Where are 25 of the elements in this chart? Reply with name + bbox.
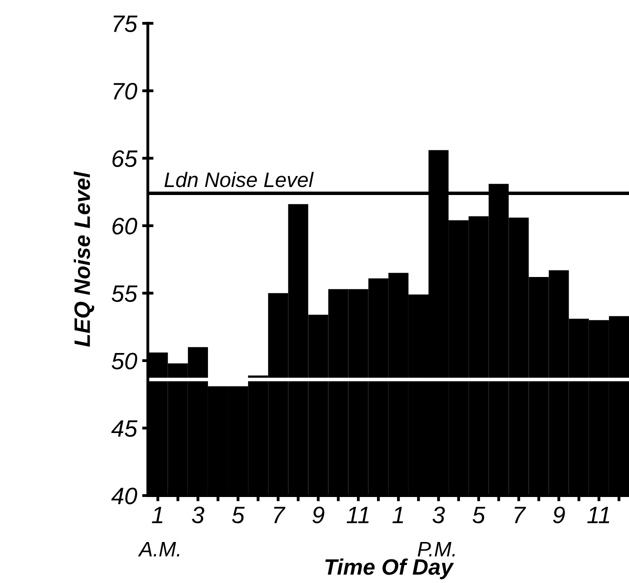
x-tick-label: 7 <box>274 506 286 524</box>
x-tick-label: 3 <box>192 506 204 524</box>
x-tick-label: 1 <box>152 506 162 524</box>
x-tick-label: 1 <box>392 506 404 524</box>
text: P.M. <box>418 542 455 556</box>
y-tick-label: 55 <box>112 285 138 302</box>
x-tick-label: 11 <box>587 506 610 524</box>
y-tick-label: 45 <box>111 420 138 437</box>
x-tick-label: 7 <box>514 506 526 524</box>
y-tick-label: 60 <box>112 218 138 234</box>
y-tick-label: 65 <box>112 150 138 168</box>
y-axis-title: LEQ Noise Level <box>74 171 94 347</box>
y-tick-label: 50 <box>112 352 138 370</box>
x-tick-label: 3 <box>432 506 445 524</box>
x-tick-label: 5 <box>472 506 486 524</box>
x-tick-label: 9 <box>312 506 324 524</box>
x-tick-label: 9 <box>553 506 565 524</box>
y-tick-label: 70 <box>114 82 138 100</box>
ref-line-label: Ldn Noise Level <box>164 172 314 188</box>
y-tick-label: 40 <box>111 488 138 504</box>
x-tick-label: 5 <box>232 506 245 524</box>
y-tick-label: 75 <box>114 16 138 32</box>
text: A.M. <box>138 542 180 556</box>
x-tick-label: 11 <box>346 506 369 524</box>
x-axis-title: Time Of Day <box>325 558 454 580</box>
